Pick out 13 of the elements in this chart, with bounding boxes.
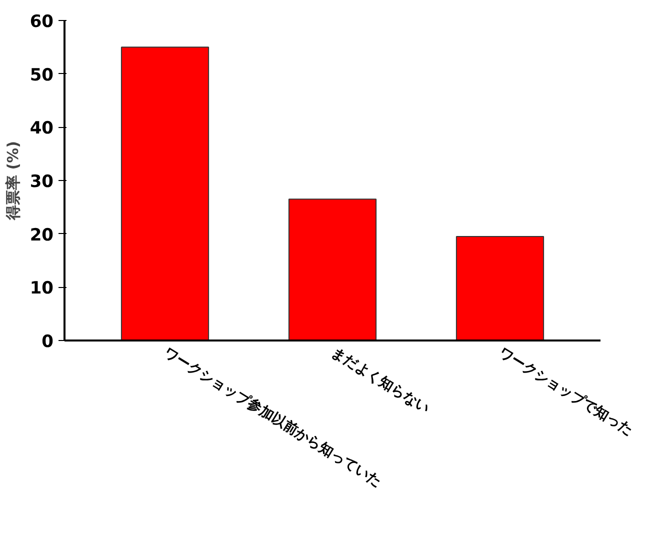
x-tick-label: まだよく知らない (328, 344, 432, 417)
y-tick-label: 10 (30, 278, 54, 299)
bar (456, 236, 544, 340)
y-tick-label: 0 (42, 332, 54, 352)
y-tick-label: 30 (30, 172, 54, 192)
bar (288, 198, 377, 340)
bar (120, 46, 210, 340)
y-axis-title: 得票率 (%) (4, 141, 22, 221)
x-tick-label: ワークショップで知った (496, 344, 636, 439)
y-tick-label: 20 (30, 225, 54, 246)
y-tick-label: 40 (30, 118, 54, 139)
y-tick-label: 60 (30, 12, 54, 32)
y-tick-label: 50 (30, 65, 54, 86)
